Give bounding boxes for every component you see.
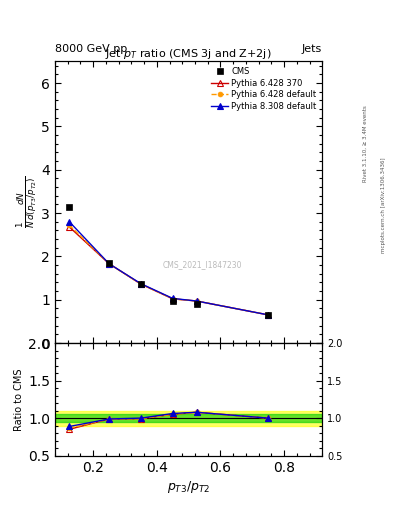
Pythia 6.428 default — [194, 298, 199, 304]
Line: Pythia 6.428 370: Pythia 6.428 370 — [66, 224, 271, 318]
Pythia 8.308 default — [67, 219, 72, 225]
Line: Pythia 6.428 default: Pythia 6.428 default — [67, 223, 271, 317]
CMS — [266, 312, 270, 318]
Bar — [55, 414, 322, 422]
CMS — [194, 301, 199, 307]
Pythia 6.428 default — [266, 312, 270, 318]
Text: Rivet 3.1.10, ≥ 3.4M events: Rivet 3.1.10, ≥ 3.4M events — [363, 105, 368, 182]
Y-axis label: $\frac{1}{N}\frac{dN}{d(p_{T3}/p_{T2})}$: $\frac{1}{N}\frac{dN}{d(p_{T3}/p_{T2})}$ — [15, 176, 39, 228]
Pythia 6.428 370 — [67, 224, 72, 230]
Pythia 8.308 default — [107, 261, 112, 267]
Pythia 6.428 default — [139, 281, 143, 287]
Pythia 8.308 default — [194, 298, 199, 304]
Legend: CMS, Pythia 6.428 370, Pythia 6.428 default, Pythia 8.308 default: CMS, Pythia 6.428 370, Pythia 6.428 defa… — [209, 66, 318, 113]
Pythia 6.428 default — [67, 222, 72, 228]
Text: mcplots.cern.ch [arXiv:1306.3436]: mcplots.cern.ch [arXiv:1306.3436] — [381, 157, 386, 252]
Pythia 6.428 370 — [107, 261, 112, 267]
Pythia 6.428 370 — [139, 281, 143, 287]
CMS — [171, 298, 175, 304]
Pythia 6.428 370 — [194, 298, 199, 304]
Title: Jet $p_T$ ratio (CMS 3j and Z+2j): Jet $p_T$ ratio (CMS 3j and Z+2j) — [105, 47, 272, 61]
CMS — [139, 281, 143, 287]
Pythia 8.308 default — [266, 312, 270, 318]
Pythia 6.428 370 — [266, 312, 270, 318]
Pythia 6.428 default — [171, 296, 175, 302]
Text: 8000 GeV pp: 8000 GeV pp — [55, 44, 127, 54]
Text: Jets: Jets — [302, 44, 322, 54]
Line: CMS: CMS — [66, 203, 271, 318]
Y-axis label: Ratio to CMS: Ratio to CMS — [14, 368, 24, 431]
Line: Pythia 8.308 default: Pythia 8.308 default — [66, 219, 271, 318]
CMS — [107, 260, 112, 266]
X-axis label: $p_{T3}/p_{T2}$: $p_{T3}/p_{T2}$ — [167, 479, 210, 495]
Bar — [55, 411, 322, 425]
Pythia 6.428 default — [107, 261, 112, 267]
CMS — [67, 203, 72, 209]
Pythia 8.308 default — [171, 295, 175, 302]
Pythia 8.308 default — [139, 281, 143, 287]
Text: CMS_2021_I1847230: CMS_2021_I1847230 — [162, 260, 242, 269]
Pythia 6.428 370 — [171, 296, 175, 302]
